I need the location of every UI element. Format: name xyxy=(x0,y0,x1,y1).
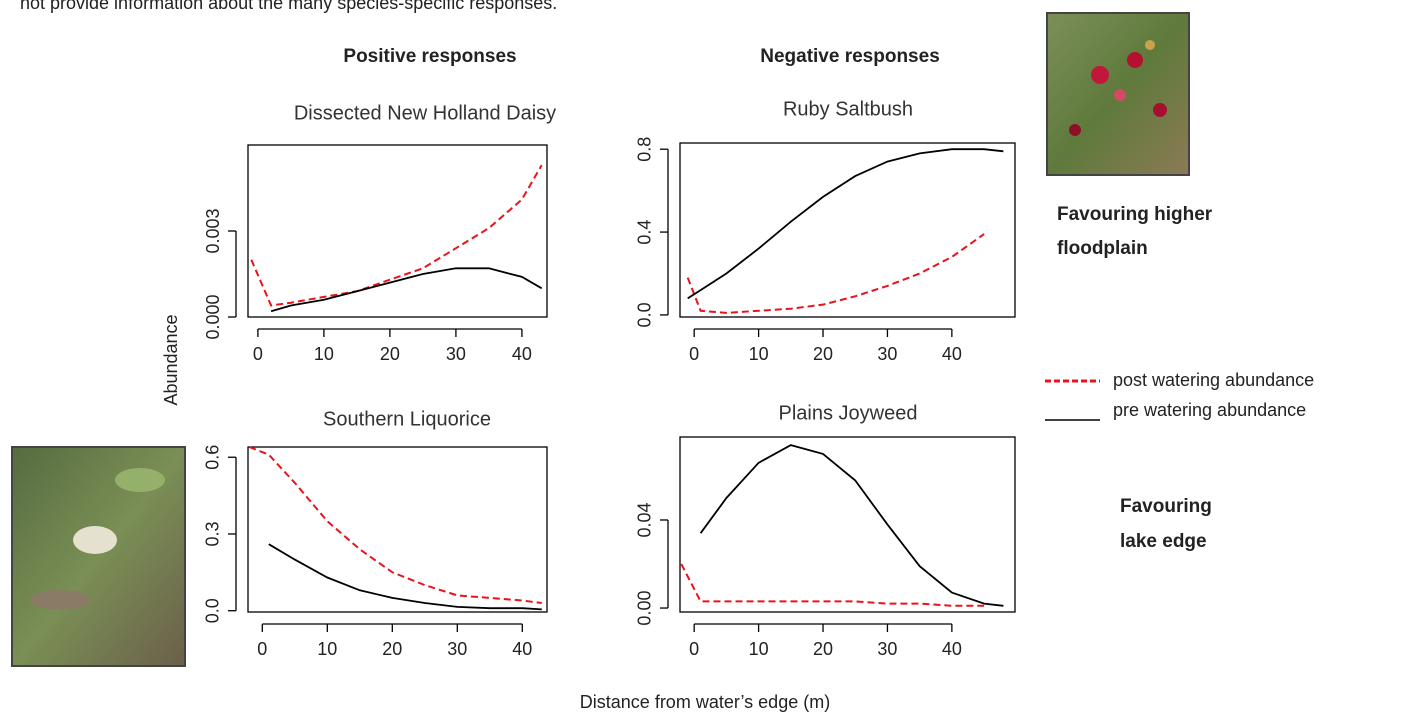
x-tick-label: 10 xyxy=(749,639,769,659)
y-tick-label: 0.0 xyxy=(203,598,223,623)
y-tick-label: 0.003 xyxy=(203,208,223,253)
chart-title: Dissected New Holland Daisy xyxy=(294,102,556,124)
x-tick-label: 20 xyxy=(813,639,833,659)
x-tick-label: 10 xyxy=(314,344,334,364)
photo-floodplain xyxy=(1046,12,1190,176)
column-heading: Negative responses xyxy=(760,46,940,67)
column-heading: Positive responses xyxy=(343,46,516,67)
y-tick-label: 0.0 xyxy=(635,302,655,327)
x-tick-label: 40 xyxy=(942,639,962,659)
series-line xyxy=(687,148,1004,300)
chart-title: Southern Liquorice xyxy=(323,408,491,430)
legend-label: pre watering abundance xyxy=(1113,400,1306,420)
plot-box xyxy=(679,142,1016,318)
legend-label: post watering abundance xyxy=(1113,370,1314,390)
series-line xyxy=(248,446,542,604)
x-tick-label: 10 xyxy=(317,639,337,659)
y-tick-label: 0.8 xyxy=(635,137,655,162)
x-tick-label: 20 xyxy=(382,639,402,659)
series-line xyxy=(250,164,543,307)
x-tick-label: 40 xyxy=(942,344,962,364)
x-tick-label: 0 xyxy=(253,344,263,364)
annotation: Favouring higher xyxy=(1057,204,1213,225)
annotation: floodplain xyxy=(1057,238,1148,259)
plot-box xyxy=(679,436,1016,613)
x-tick-label: 40 xyxy=(512,344,532,364)
chart-title: Ruby Saltbush xyxy=(783,98,913,120)
x-tick-label: 30 xyxy=(447,639,467,659)
series-line xyxy=(686,233,985,314)
series-line xyxy=(699,444,1004,607)
y-tick-label: 0.00 xyxy=(635,591,655,626)
y-tick-label: 0.4 xyxy=(635,220,655,245)
annotation: lake edge xyxy=(1120,531,1207,552)
y-tick-label: 0.6 xyxy=(203,445,223,470)
plot-box xyxy=(247,446,548,613)
y-tick-label: 0.04 xyxy=(635,502,655,537)
x-tick-label: 30 xyxy=(877,639,897,659)
series-line xyxy=(268,543,542,611)
x-tick-label: 20 xyxy=(380,344,400,364)
x-tick-label: 20 xyxy=(813,344,833,364)
series-line xyxy=(270,267,543,313)
x-tick-label: 40 xyxy=(512,639,532,659)
photo-lake-edge xyxy=(11,446,186,667)
y-axis-label: Abundance xyxy=(161,314,181,405)
series-line xyxy=(680,563,985,607)
x-axis-label: Distance from water’s edge (m) xyxy=(580,692,830,712)
x-tick-label: 30 xyxy=(446,344,466,364)
y-tick-label: 0.000 xyxy=(203,294,223,339)
x-tick-label: 0 xyxy=(689,344,699,364)
x-tick-label: 30 xyxy=(877,344,897,364)
y-tick-label: 0.3 xyxy=(203,521,223,546)
annotation: Favouring xyxy=(1120,496,1212,517)
chart-title: Plains Joyweed xyxy=(779,402,918,424)
x-tick-label: 10 xyxy=(749,344,769,364)
x-tick-label: 0 xyxy=(257,639,267,659)
intro-text: not provide information about the many s… xyxy=(20,0,557,13)
x-tick-label: 0 xyxy=(689,639,699,659)
plot-box xyxy=(247,144,548,318)
